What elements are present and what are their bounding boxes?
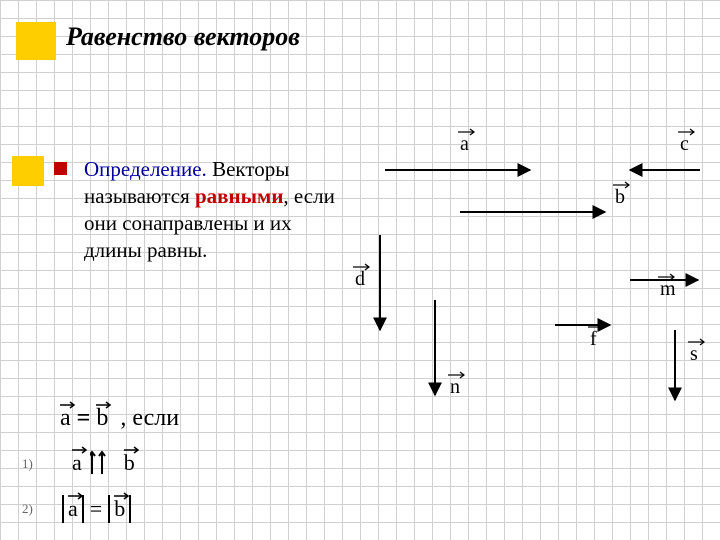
vector-diagram: abcdnmfs [340, 140, 710, 430]
svg-text:c: c [680, 133, 689, 155]
svg-text:d: d [355, 268, 365, 290]
svg-text:f: f [590, 328, 597, 350]
cond-num-2: 2) [22, 501, 33, 517]
var-b: b [124, 450, 135, 476]
eq-sign: = [90, 496, 102, 522]
var-a: a [60, 405, 71, 432]
arrow-over-icon [68, 492, 84, 500]
condition-1: a b [72, 450, 135, 476]
var-b: b [96, 405, 108, 432]
svg-text:m: m [660, 278, 676, 300]
vector-label-s: s [688, 339, 704, 365]
def-head: Определение. [84, 157, 207, 181]
vector-label-b: b [613, 182, 629, 208]
magnitude-b: b [108, 495, 131, 523]
arrow-over-icon [96, 401, 112, 409]
codirectional-icon [90, 450, 116, 476]
title-accent [16, 22, 56, 60]
vector-label-c: c [678, 129, 694, 155]
arrow-over-icon [72, 446, 88, 454]
def-equal: равными [195, 184, 283, 208]
bullet-accent [12, 156, 44, 186]
svg-text:s: s [690, 343, 698, 365]
svg-text:a: a [460, 133, 469, 155]
cond-num-1: 1) [22, 456, 33, 472]
svg-text:b: b [615, 186, 625, 208]
eq-tail: , если [120, 405, 179, 432]
arrow-over-icon [124, 446, 140, 454]
bullet-icon [54, 162, 67, 175]
slide-title: Равенство векторов [66, 22, 300, 52]
vector-label-a: a [458, 129, 474, 155]
arrow-over-icon [114, 492, 130, 500]
svg-text:n: n [450, 376, 460, 398]
vector-label-m: m [658, 274, 676, 300]
definition-text: Определение. Векторы называются равными,… [84, 156, 344, 264]
vector-label-f: f [588, 324, 604, 350]
equation-ab: a = b , если [60, 405, 179, 432]
arrow-over-icon [60, 401, 76, 409]
eq-sign: = [77, 405, 91, 432]
vector-label-n: n [448, 372, 464, 398]
var-a: a [72, 450, 82, 476]
magnitude-a: a [62, 495, 84, 523]
condition-2: a = b [62, 495, 131, 523]
vector-label-d: d [353, 264, 369, 290]
